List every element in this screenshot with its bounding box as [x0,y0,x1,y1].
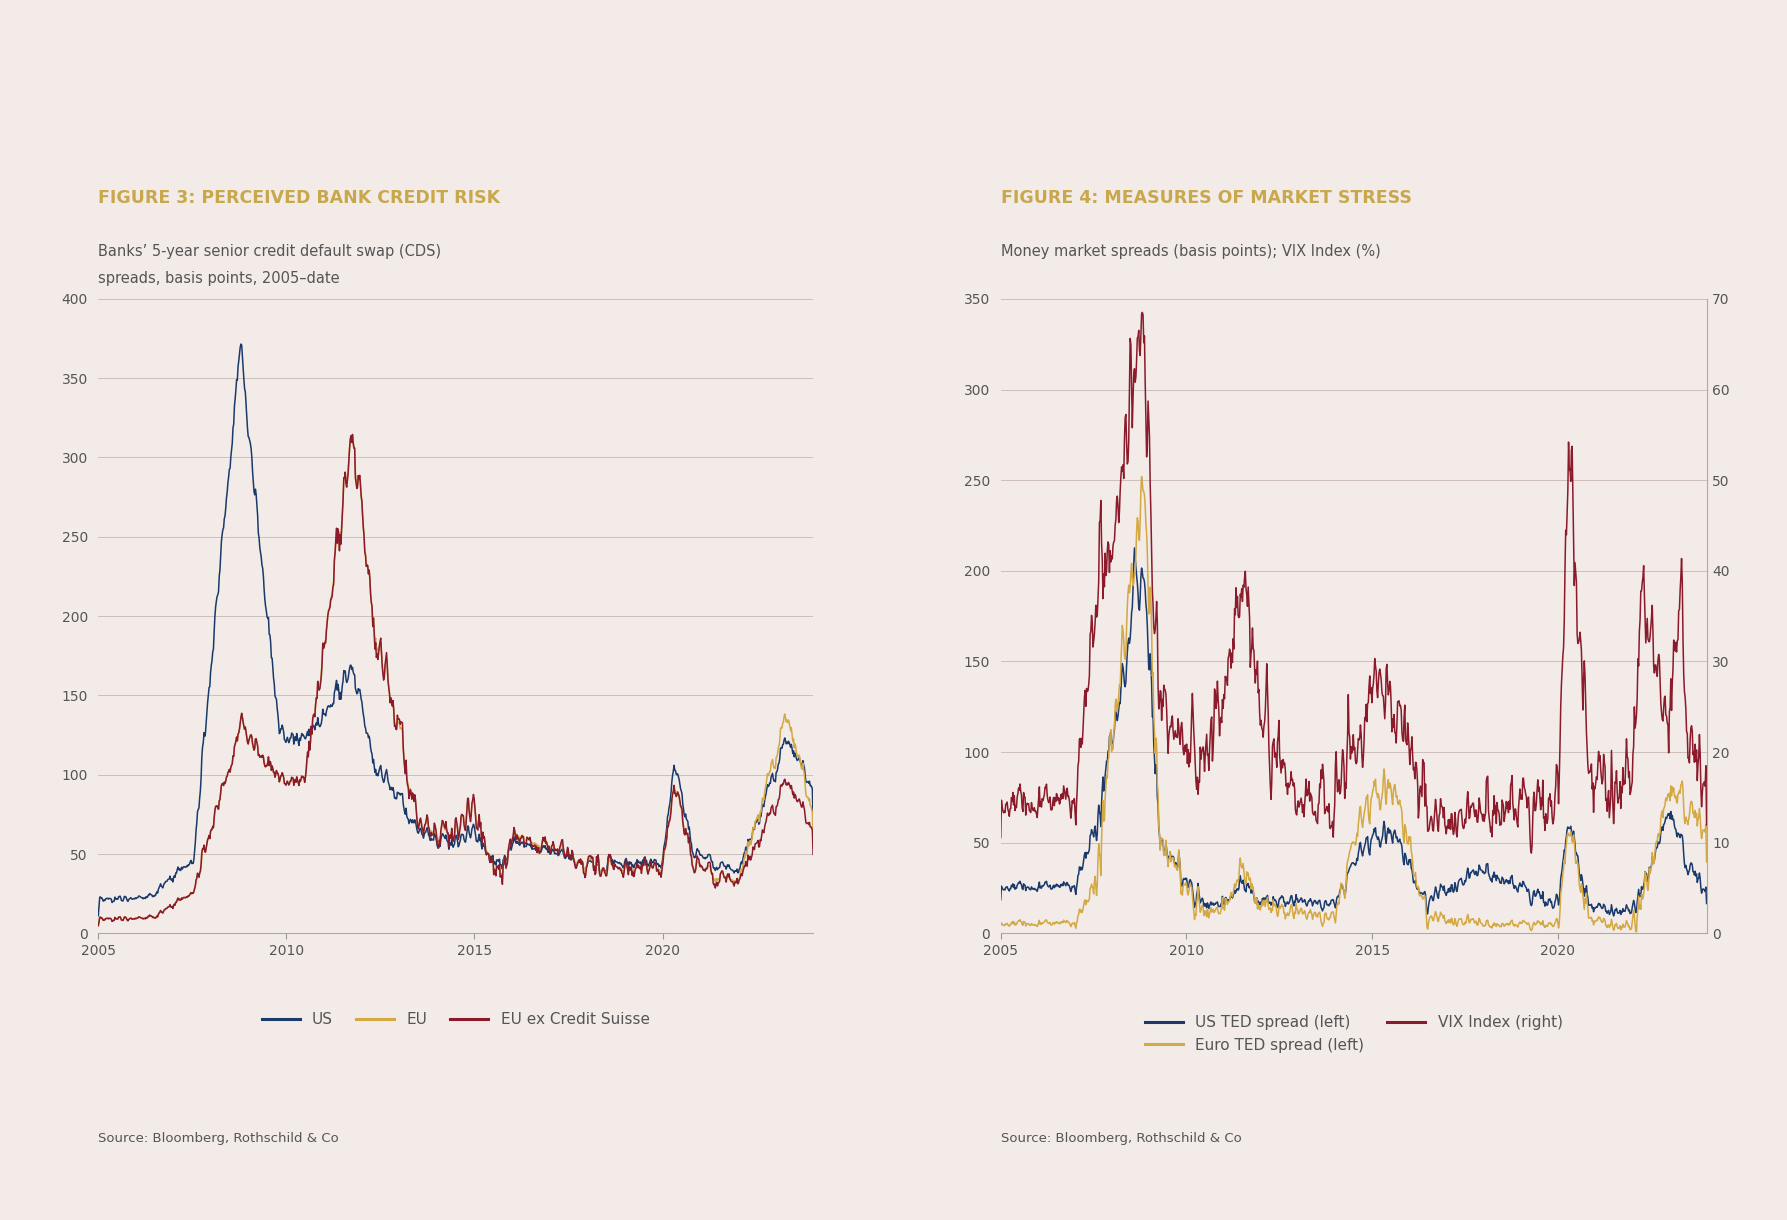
Text: FIGURE 3: PERCEIVED BANK CREDIT RISK: FIGURE 3: PERCEIVED BANK CREDIT RISK [98,189,500,207]
Text: Banks’ 5-year senior credit default swap (CDS): Banks’ 5-year senior credit default swap… [98,244,441,259]
Legend: US, EU, EU ex Credit Suisse: US, EU, EU ex Credit Suisse [256,1006,656,1033]
Text: FIGURE 4: MEASURES OF MARKET STRESS: FIGURE 4: MEASURES OF MARKET STRESS [1001,189,1412,207]
Text: Source: Bloomberg, Rothschild & Co: Source: Bloomberg, Rothschild & Co [98,1132,340,1146]
Text: Source: Bloomberg, Rothschild & Co: Source: Bloomberg, Rothschild & Co [1001,1132,1242,1146]
Legend: US TED spread (left), Euro TED spread (left), VIX Index (right): US TED spread (left), Euro TED spread (l… [1138,1009,1569,1059]
Text: Money market spreads (basis points); VIX Index (%): Money market spreads (basis points); VIX… [1001,244,1381,259]
Text: spreads, basis points, 2005–date: spreads, basis points, 2005–date [98,271,340,285]
